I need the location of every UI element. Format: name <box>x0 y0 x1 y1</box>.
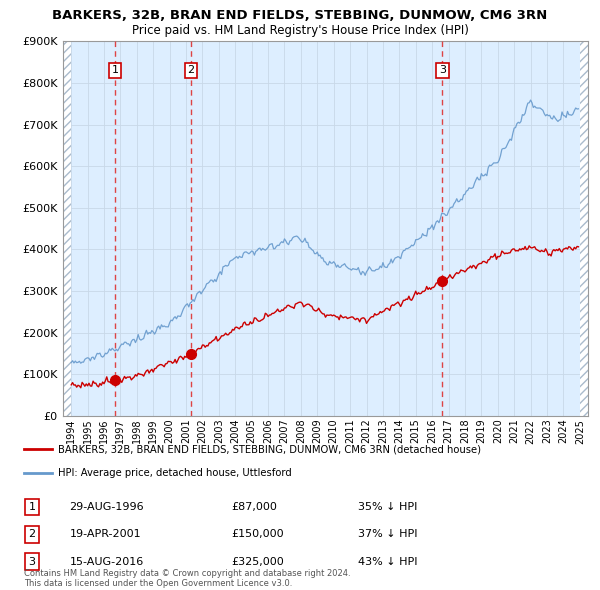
Text: 43% ↓ HPI: 43% ↓ HPI <box>358 557 417 567</box>
Text: £87,000: £87,000 <box>231 502 277 512</box>
Text: £325,000: £325,000 <box>231 557 284 567</box>
Bar <box>580 41 588 416</box>
Text: BARKERS, 32B, BRAN END FIELDS, STEBBING, DUNMOW, CM6 3RN (detached house): BARKERS, 32B, BRAN END FIELDS, STEBBING,… <box>58 444 481 454</box>
Text: 3: 3 <box>439 65 446 76</box>
Text: 2: 2 <box>187 65 194 76</box>
Text: 15-AUG-2016: 15-AUG-2016 <box>70 557 144 567</box>
Text: 37% ↓ HPI: 37% ↓ HPI <box>358 529 417 539</box>
Text: 2: 2 <box>29 529 36 539</box>
Text: 19-APR-2001: 19-APR-2001 <box>70 529 141 539</box>
Text: 35% ↓ HPI: 35% ↓ HPI <box>358 502 417 512</box>
Text: 1: 1 <box>112 65 118 76</box>
Text: HPI: Average price, detached house, Uttlesford: HPI: Average price, detached house, Uttl… <box>58 468 292 478</box>
Text: 1: 1 <box>29 502 35 512</box>
Text: 3: 3 <box>29 557 35 567</box>
Text: Contains HM Land Registry data © Crown copyright and database right 2024.
This d: Contains HM Land Registry data © Crown c… <box>24 569 350 588</box>
Text: 29-AUG-1996: 29-AUG-1996 <box>70 502 144 512</box>
Text: £150,000: £150,000 <box>231 529 284 539</box>
Text: Price paid vs. HM Land Registry's House Price Index (HPI): Price paid vs. HM Land Registry's House … <box>131 24 469 37</box>
Bar <box>63 41 71 416</box>
Text: BARKERS, 32B, BRAN END FIELDS, STEBBING, DUNMOW, CM6 3RN: BARKERS, 32B, BRAN END FIELDS, STEBBING,… <box>52 9 548 22</box>
